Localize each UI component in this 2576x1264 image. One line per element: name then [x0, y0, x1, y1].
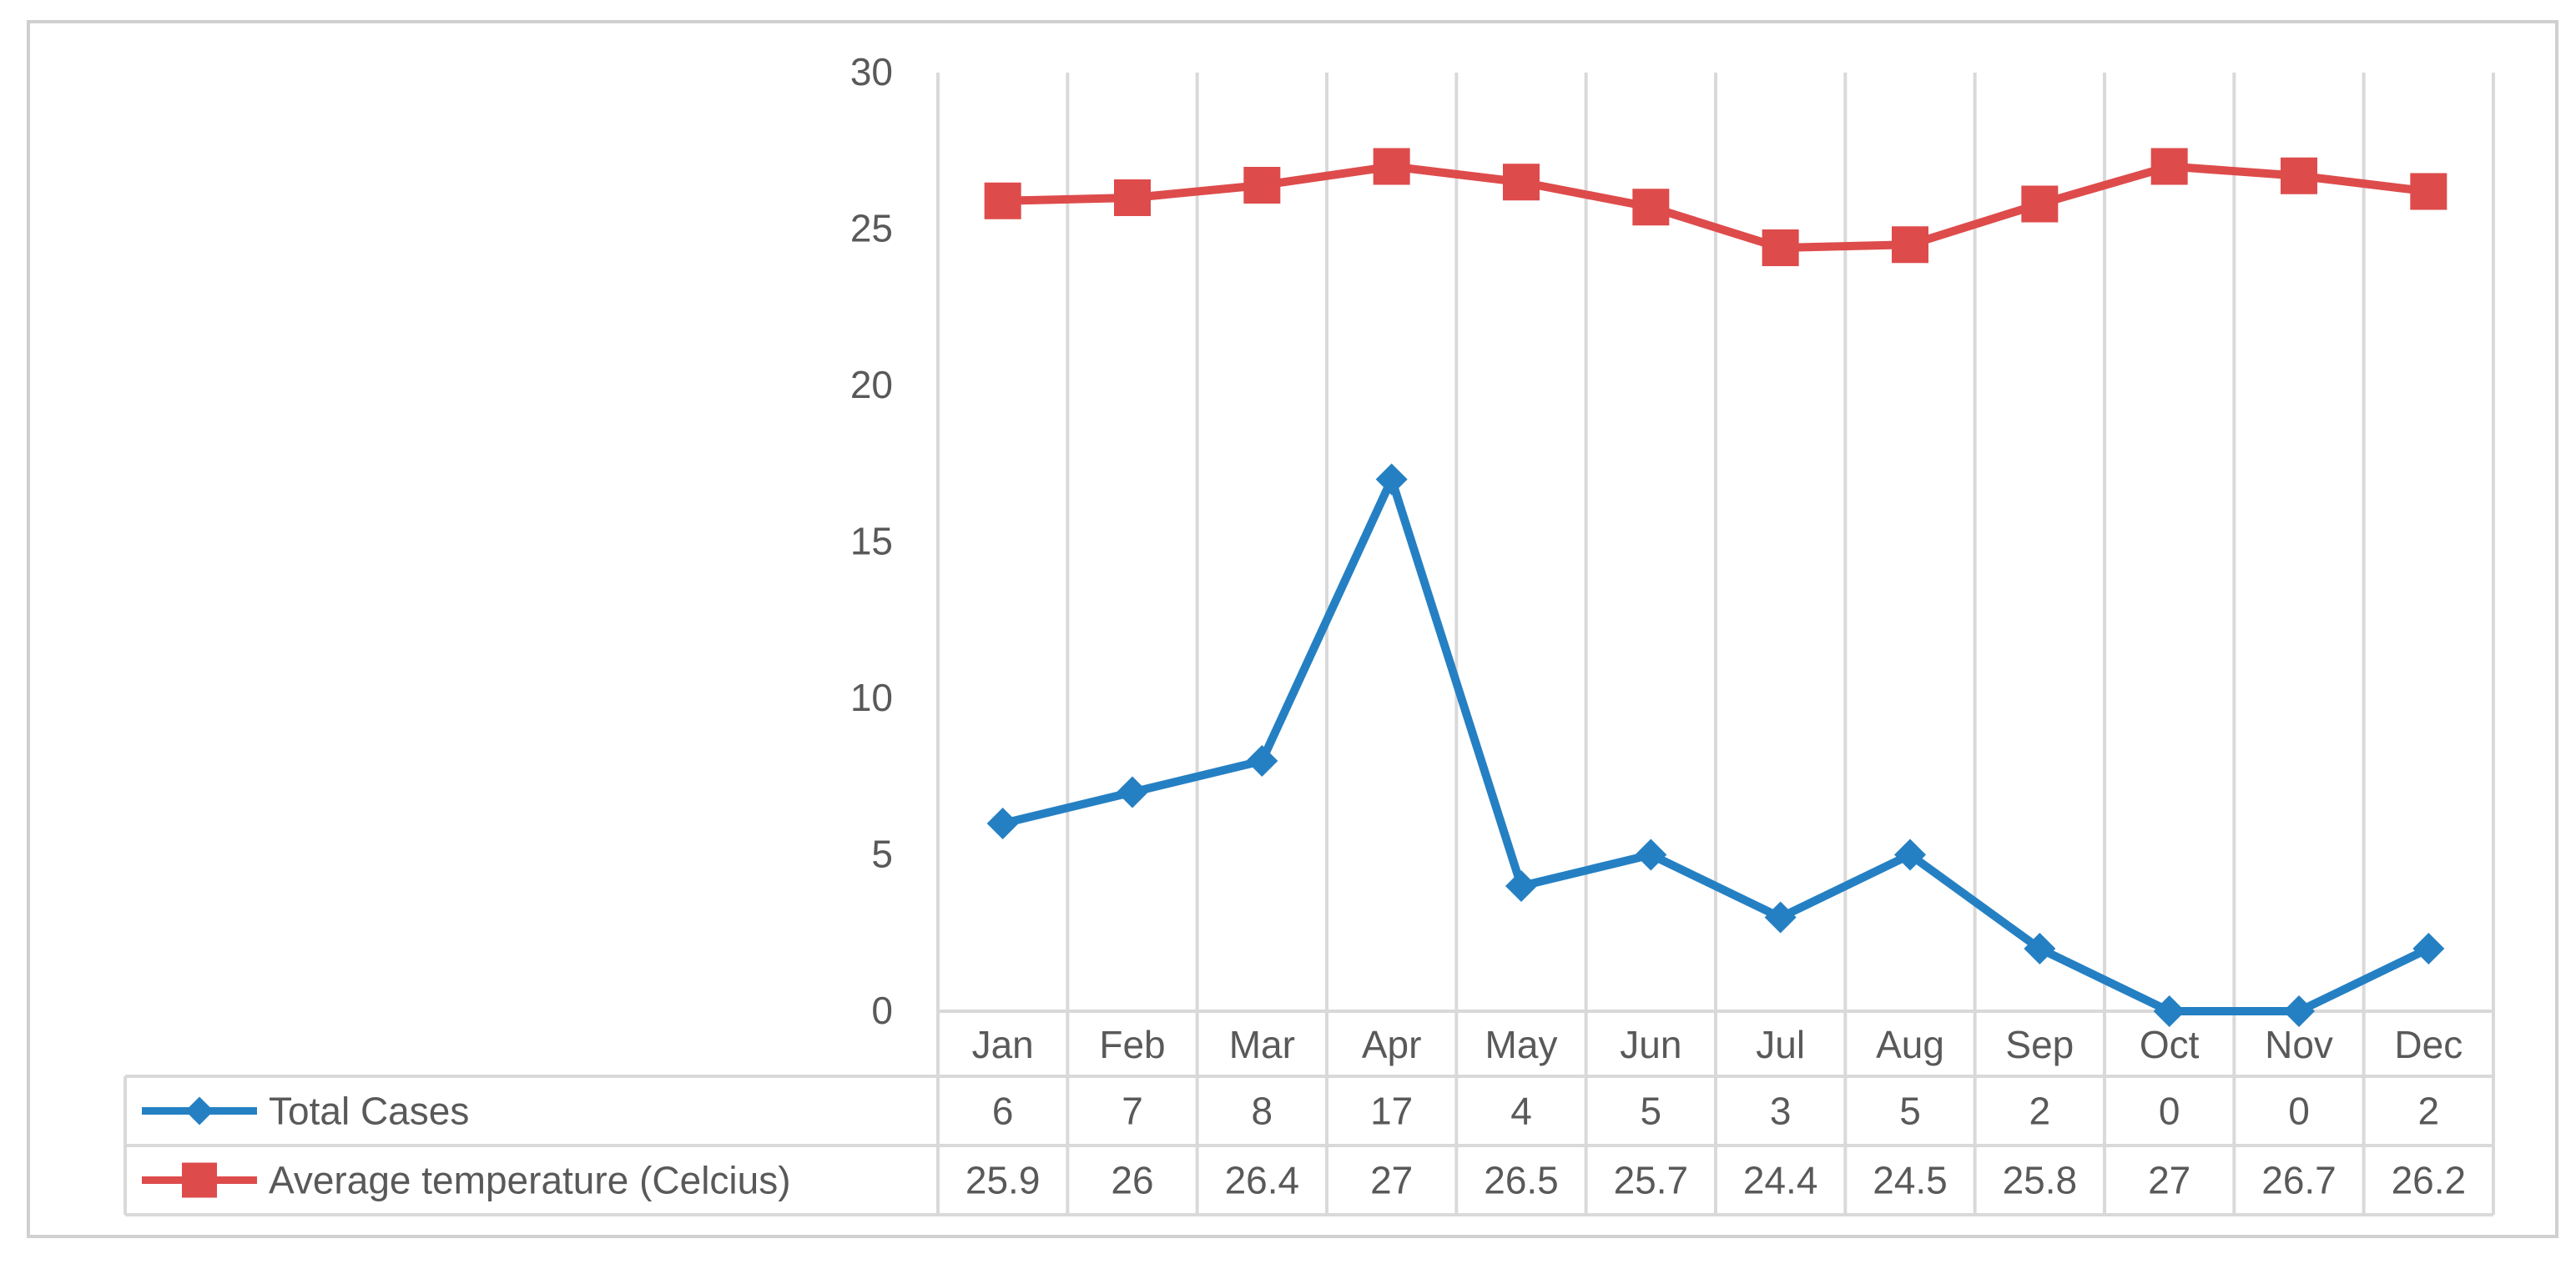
table-cell-value: 5 [1899, 1090, 1921, 1133]
data-point-diamond [1764, 901, 1797, 934]
data-point-diamond [1375, 463, 1408, 496]
table-cell-value: 6 [992, 1090, 1014, 1133]
x-tick-label: Oct [2140, 1023, 2200, 1066]
table-cell-value: 26.2 [2392, 1159, 2467, 1202]
legend-marker-diamond [185, 1096, 214, 1126]
table-cell-value: 7 [1122, 1090, 1143, 1133]
table-cell-value: 5 [1641, 1090, 1662, 1133]
data-table: Total Cases 6 7 8 17 4 5 3 5 2 0 0 2 Average temperat… [124, 1075, 2493, 1216]
series-name: Total Cases [269, 1090, 469, 1133]
y-tick-label: 10 [850, 676, 893, 719]
table-cell-value: 3 [1770, 1090, 1792, 1133]
data-point-diamond [2024, 933, 2056, 964]
table-cell-value: 26.4 [1225, 1159, 1300, 1202]
x-tick-label: Jan [972, 1023, 1034, 1066]
data-point-diamond [1505, 870, 1537, 902]
series-layer [984, 148, 2447, 1027]
y-tick-label: 0 [871, 989, 893, 1032]
table-cell-value: 0 [2288, 1090, 2310, 1133]
x-tick-label: Nov [2265, 1023, 2333, 1066]
data-point-diamond [1117, 776, 1148, 808]
table-cell-value: 24.4 [1743, 1159, 1818, 1202]
table-cell-value: 24.5 [1873, 1159, 1948, 1202]
x-tick-label: Dec [2394, 1023, 2463, 1066]
data-point-diamond [1246, 745, 1278, 777]
table-cell-value: 8 [1252, 1090, 1273, 1133]
data-point-diamond [2412, 933, 2445, 964]
data-point-diamond [2153, 995, 2185, 1027]
series-name: Average temperature (Celcius) [269, 1159, 791, 1202]
table-cell-value: 2 [2418, 1090, 2440, 1133]
table-cell-value: 25.8 [2003, 1159, 2078, 1202]
x-tick-label: May [1485, 1023, 1558, 1066]
table-cell-value: 26 [1111, 1159, 1153, 1202]
data-point-square [1243, 167, 1281, 204]
y-tick-label: 30 [850, 50, 893, 93]
data-point-square [1503, 164, 1540, 201]
y-tick-label: 15 [850, 520, 893, 563]
table-cell-value: 4 [1510, 1090, 1532, 1133]
series-line [998, 162, 2433, 252]
table-cell-value: 25.9 [965, 1159, 1041, 1202]
data-point-diamond [2283, 995, 2315, 1027]
x-tick-label: Aug [1876, 1023, 1944, 1066]
data-point-square [2281, 157, 2317, 194]
legend-marker-square [182, 1162, 217, 1198]
table-cell-value: 0 [2159, 1090, 2180, 1133]
x-tick-label: Apr [1362, 1023, 1422, 1066]
table-cell-value: 2 [2029, 1090, 2051, 1133]
x-tick-label: Feb [1099, 1023, 1165, 1066]
table-cell-value: 17 [1370, 1090, 1413, 1133]
x-tick-label: Jul [1756, 1023, 1805, 1066]
data-point-square [1114, 179, 1151, 216]
table-cell-value: 27 [1370, 1159, 1413, 1202]
table-cell-value: 26.7 [2261, 1159, 2337, 1202]
y-tick-label: 5 [871, 833, 893, 876]
data-point-diamond [986, 808, 1019, 839]
series-line [998, 475, 2433, 1015]
data-point-square [2021, 185, 2059, 223]
data-point-diamond [1894, 838, 1926, 871]
y-tick-label: 25 [850, 207, 893, 250]
data-point-square [1632, 189, 1670, 226]
data-point-diamond [1635, 838, 1667, 871]
data-point-square [1892, 226, 1928, 264]
chart-frame [27, 20, 2558, 1238]
data-point-square [2410, 173, 2447, 210]
x-tick-label: Mar [1229, 1023, 1295, 1066]
x-tick-label: Jun [1620, 1023, 1681, 1066]
y-axis: 0 5 10 15 20 25 30 Jan Feb Mar Apr May Jun Jul Aug Sep O… [850, 50, 2463, 1066]
y-tick-label: 20 [850, 363, 893, 406]
table-cell-value: 25.7 [1614, 1159, 1689, 1202]
data-point-square [1762, 229, 1799, 266]
data-point-square [2150, 148, 2188, 185]
x-tick-label: Sep [2005, 1023, 2074, 1066]
data-point-square [984, 182, 1021, 219]
table-cell-value: 27 [2148, 1159, 2190, 1202]
data-point-square [1373, 148, 1410, 185]
table-cell-value: 26.5 [1484, 1159, 1559, 1202]
